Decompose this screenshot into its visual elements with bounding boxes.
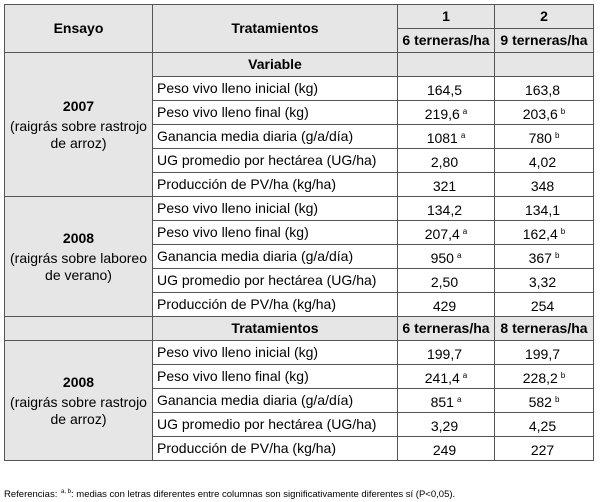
variable-label: UG promedio por hectárea (UG/ha)	[152, 412, 398, 437]
subheader-row: Tratamientos 6 terneras/ha 8 terneras/ha	[4, 316, 594, 341]
ensayo-cell-1: 2007 (raigrás sobre rastrojo de arroz)	[4, 52, 153, 197]
variable-label: Peso vivo lleno inicial (kg)	[152, 196, 398, 221]
value-cell: 207,4 a	[397, 220, 495, 245]
variable-row: 2007 (raigrás sobre rastrojo de arroz) V…	[4, 52, 594, 197]
value-cell: 254	[494, 292, 594, 317]
value-cell: 4,25	[494, 412, 594, 437]
tratamientos-header: Tratamientos	[152, 4, 398, 53]
variable-header: Variable	[152, 52, 398, 77]
ensayo-header: Ensayo	[4, 4, 153, 53]
table-row: Peso vivo lleno final (kg) 207,4 a 162,4 b	[5, 220, 594, 245]
value-cell: 1081 a	[397, 124, 495, 149]
tratamientos-subheader: Tratamientos	[152, 316, 398, 341]
value-cell: 241,4 a	[397, 364, 495, 389]
value-cell: 203,6 b	[494, 100, 594, 125]
ensayo-year: 2008	[62, 373, 95, 390]
value-cell: 3,32	[494, 268, 594, 293]
treatment-1-label: 6 terneras/ha	[397, 28, 495, 53]
table-row: 2008 (raigrás sobre laboreo de verano) P…	[4, 196, 594, 317]
table-row: UG promedio por hectárea (UG/ha) 3,29 4,…	[5, 412, 594, 437]
empty-cell	[494, 52, 594, 77]
value-cell: 321	[397, 172, 495, 197]
variable-label: Producción de PV/ha (kg/ha)	[152, 172, 398, 197]
value-cell: 780 b	[494, 124, 594, 149]
value-cell: 851 a	[397, 388, 495, 413]
value-cell: 2,50	[397, 268, 495, 293]
ensayo-description: (raigrás sobre laboreo de verano)	[10, 249, 147, 283]
treatment-1-number: 1	[397, 4, 495, 29]
ensayo-cell-2: 2008 (raigrás sobre laboreo de verano)	[4, 196, 153, 317]
empty-cell	[4, 316, 153, 341]
value-cell: 367 b	[494, 244, 594, 269]
table-row: 2008 (raigrás sobre rastrojo de arroz) P…	[4, 340, 594, 461]
table-row: Producción de PV/ha (kg/ha) 321 348	[5, 172, 594, 197]
treatment-2-number: 2	[494, 4, 594, 29]
table-row: Peso vivo lleno final (kg) 241,4 a 228,2 b	[5, 364, 594, 389]
variable-label: Producción de PV/ha (kg/ha)	[152, 292, 398, 317]
value-cell: 348	[494, 172, 594, 197]
value-cell: 162,4 b	[494, 220, 594, 245]
value-cell: 249	[397, 436, 495, 461]
variable-label: Peso vivo lleno final (kg)	[152, 364, 398, 389]
results-table: Ensayo Tratamientos 1 2 6 terneras/ha 9 …	[4, 4, 594, 461]
variable-label: Peso vivo lleno final (kg)	[152, 220, 398, 245]
value-cell: 228,2 b	[494, 364, 594, 389]
table-row: Producción de PV/ha (kg/ha) 249 227	[5, 436, 594, 461]
footnote: Referencias: a, b: medias con letras dif…	[4, 486, 455, 501]
table-row: Peso vivo lleno inicial (kg) 164,5 163,8	[5, 76, 594, 101]
footnote-marks: a, b	[60, 489, 71, 495]
treatment-1-label: 6 terneras/ha	[397, 316, 495, 341]
value-cell: 219,6 a	[397, 100, 495, 125]
value-cell: 199,7	[494, 340, 594, 365]
table-row: Peso vivo lleno final (kg) 219,6 a 203,6 b	[5, 100, 594, 125]
value-cell: 3,29	[397, 412, 495, 437]
value-cell: 227	[494, 436, 594, 461]
value-cell: 163,8	[494, 76, 594, 101]
variable-label: Ganancia media diaria (g/a/día)	[152, 124, 398, 149]
value-cell: 134,1	[494, 196, 594, 221]
empty-cell	[397, 52, 495, 77]
variable-label: Peso vivo lleno inicial (kg)	[152, 76, 398, 101]
table-row: Ganancia media diaria (g/a/día) 950 a 367…	[5, 244, 594, 269]
value-cell: 134,2	[397, 196, 495, 221]
variable-label: Ganancia media diaria (g/a/día)	[152, 244, 398, 269]
footnote-text: : medias con letras diferentes entre col…	[71, 489, 456, 500]
variable-label: Ganancia media diaria (g/a/día)	[152, 388, 398, 413]
variable-label: Peso vivo lleno inicial (kg)	[152, 340, 398, 365]
value-cell: 429	[397, 292, 495, 317]
treatment-2-label: 9 terneras/ha	[494, 28, 594, 53]
value-cell: 199,7	[397, 340, 495, 365]
value-cell: 164,5	[397, 76, 495, 101]
ensayo-year: 2008	[62, 229, 95, 246]
value-cell: 582 b	[494, 388, 594, 413]
footnote-prefix: Referencias:	[4, 489, 60, 500]
ensayo-description: (raigrás sobre rastrojo de arroz)	[10, 393, 147, 427]
variable-label: UG promedio por hectárea (UG/ha)	[152, 268, 398, 293]
variable-label: UG promedio por hectárea (UG/ha)	[152, 148, 398, 173]
value-cell: 4,02	[494, 148, 594, 173]
table-row: UG promedio por hectárea (UG/ha) 2,80 4,…	[5, 148, 594, 173]
value-cell: 2,80	[397, 148, 495, 173]
table-row: Ganancia media diaria (g/a/día) 1081 a 78…	[5, 124, 594, 149]
ensayo-year: 2007	[62, 97, 95, 114]
table-row: UG promedio por hectárea (UG/ha) 2,50 3,…	[5, 268, 594, 293]
variable-label: Peso vivo lleno final (kg)	[152, 100, 398, 125]
table-row: Ganancia media diaria (g/a/día) 851 a 582…	[5, 388, 594, 413]
ensayo-description: (raigrás sobre rastrojo de arroz)	[10, 117, 147, 151]
treatment-2-label: 8 terneras/ha	[494, 316, 594, 341]
value-cell: 950 a	[397, 244, 495, 269]
header-row-labels: 6 terneras/ha 9 terneras/ha	[5, 28, 594, 53]
header-row-numbers: Ensayo Tratamientos 1 2	[4, 4, 594, 53]
ensayo-cell-3: 2008 (raigrás sobre rastrojo de arroz)	[4, 340, 153, 461]
variable-label: Producción de PV/ha (kg/ha)	[152, 436, 398, 461]
